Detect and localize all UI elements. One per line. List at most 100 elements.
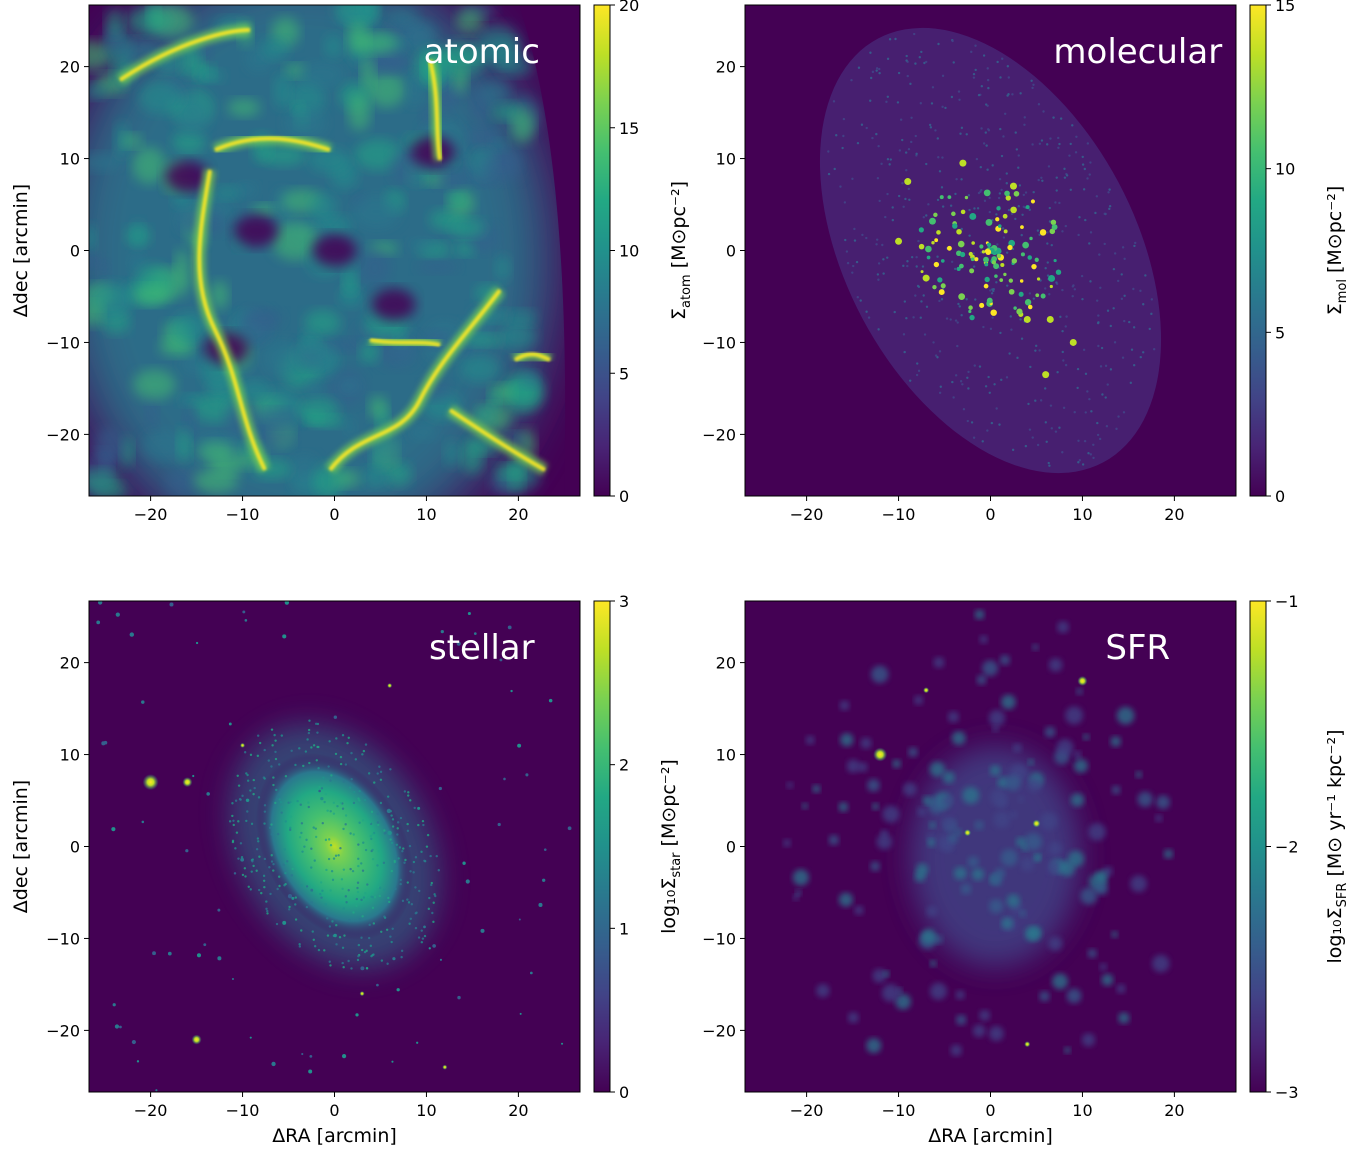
stellar-pixel	[406, 898, 409, 901]
noise-pixel	[842, 134, 845, 138]
noise-pixel	[877, 278, 880, 281]
noise-pixel	[974, 44, 977, 47]
molecular-clump	[1000, 262, 1005, 268]
stellar-pixel	[250, 870, 253, 873]
stellar-pixel	[344, 895, 348, 898]
stellar-pixel	[283, 884, 286, 887]
molecular-clump	[1034, 257, 1039, 262]
noise-pixel	[986, 67, 989, 70]
noise-pixel	[968, 234, 971, 237]
molecular-clump	[1049, 284, 1053, 289]
gas-filament-core	[214, 136, 331, 152]
noise-pixel	[1083, 439, 1087, 443]
stellar-pixel	[399, 882, 402, 886]
noise-pixel	[1017, 166, 1020, 169]
noise-pixel	[1044, 267, 1047, 270]
molecular-clump	[1055, 269, 1062, 275]
background-star	[480, 928, 485, 933]
noise-pixel	[918, 55, 921, 59]
stellar-pixel	[350, 751, 353, 755]
stellar-pixel	[376, 864, 379, 867]
stellar-pixel	[277, 875, 281, 878]
noise-pixel	[1054, 201, 1057, 204]
stellar-pixel	[334, 854, 338, 857]
stellar-pixel	[335, 737, 338, 740]
noise-pixel	[1097, 344, 1100, 348]
gas-clump	[441, 40, 487, 75]
background-star	[114, 1024, 120, 1029]
background-star	[473, 632, 477, 635]
molecular-clump	[969, 314, 975, 321]
stellar-pixel	[361, 869, 365, 872]
stellar-pixel	[360, 898, 363, 902]
stellar-pixel	[380, 959, 384, 962]
stellar-pixel	[232, 819, 235, 823]
stellar-pixel	[331, 878, 335, 882]
noise-pixel	[1028, 292, 1032, 295]
noise-pixel	[1106, 309, 1110, 312]
stellar-pixel	[352, 911, 355, 914]
background-star	[347, 918, 351, 922]
x-tick-label: −10	[226, 1101, 260, 1120]
noise-pixel	[1088, 173, 1091, 176]
molecular-clump	[960, 209, 966, 215]
noise-pixel	[906, 264, 909, 268]
molecular-clump	[968, 251, 973, 257]
stellar-pixel	[415, 911, 418, 914]
stellar-pixel	[321, 893, 325, 897]
stellar-pixel	[431, 911, 434, 915]
background-star	[456, 641, 461, 646]
stellar-pixel	[329, 844, 333, 847]
sfr-clump	[812, 784, 821, 793]
noise-pixel	[967, 370, 970, 374]
colorbar-tick-label: 20	[619, 0, 639, 15]
noise-pixel	[882, 272, 885, 275]
stellar-pixel	[275, 788, 278, 792]
noise-pixel	[1064, 325, 1067, 328]
noise-pixel	[856, 141, 860, 145]
stellar-pixel	[258, 855, 261, 858]
sfr-clump	[928, 821, 936, 829]
noise-pixel	[1088, 397, 1091, 401]
noise-pixel	[1150, 312, 1153, 316]
stellar-pixel	[256, 754, 260, 758]
noise-pixel	[902, 333, 906, 336]
panel-label: molecular	[1053, 32, 1222, 72]
background-star	[518, 918, 521, 921]
noise-pixel	[915, 265, 918, 268]
noise-pixel	[839, 185, 842, 188]
stellar-pixel	[399, 816, 403, 820]
molecular-clump	[1031, 263, 1037, 270]
gas-clump	[323, 34, 344, 59]
noise-pixel	[897, 194, 901, 198]
sfr-clump	[1095, 870, 1108, 883]
background-star	[287, 894, 293, 899]
foreground-star	[191, 1034, 202, 1045]
stellar-pixel	[235, 831, 239, 834]
noise-pixel	[925, 162, 928, 166]
sfr-clump	[892, 759, 901, 768]
background-star	[152, 951, 156, 956]
noise-pixel	[954, 319, 958, 322]
molecular-clump	[922, 274, 930, 282]
noise-pixel	[891, 218, 895, 222]
noise-pixel	[922, 216, 925, 219]
noise-pixel	[1011, 93, 1014, 96]
sfr-clump	[1073, 758, 1088, 773]
noise-pixel	[927, 203, 930, 206]
background-star	[519, 1012, 522, 1015]
sfr-clump	[838, 802, 849, 812]
stellar-pixel	[361, 753, 364, 756]
noise-pixel	[962, 407, 966, 411]
noise-pixel	[921, 265, 925, 268]
stellar-pixel	[262, 879, 266, 882]
molecular-clump	[1022, 241, 1029, 249]
sfr-hotspot	[923, 687, 930, 694]
noise-pixel	[1052, 116, 1055, 119]
noise-pixel	[909, 379, 912, 382]
stellar-pixel	[357, 954, 360, 958]
noise-pixel	[1048, 220, 1052, 223]
molecular-clump	[984, 276, 990, 283]
stellar-pixel	[257, 888, 261, 892]
gas-filament-core	[428, 59, 442, 161]
